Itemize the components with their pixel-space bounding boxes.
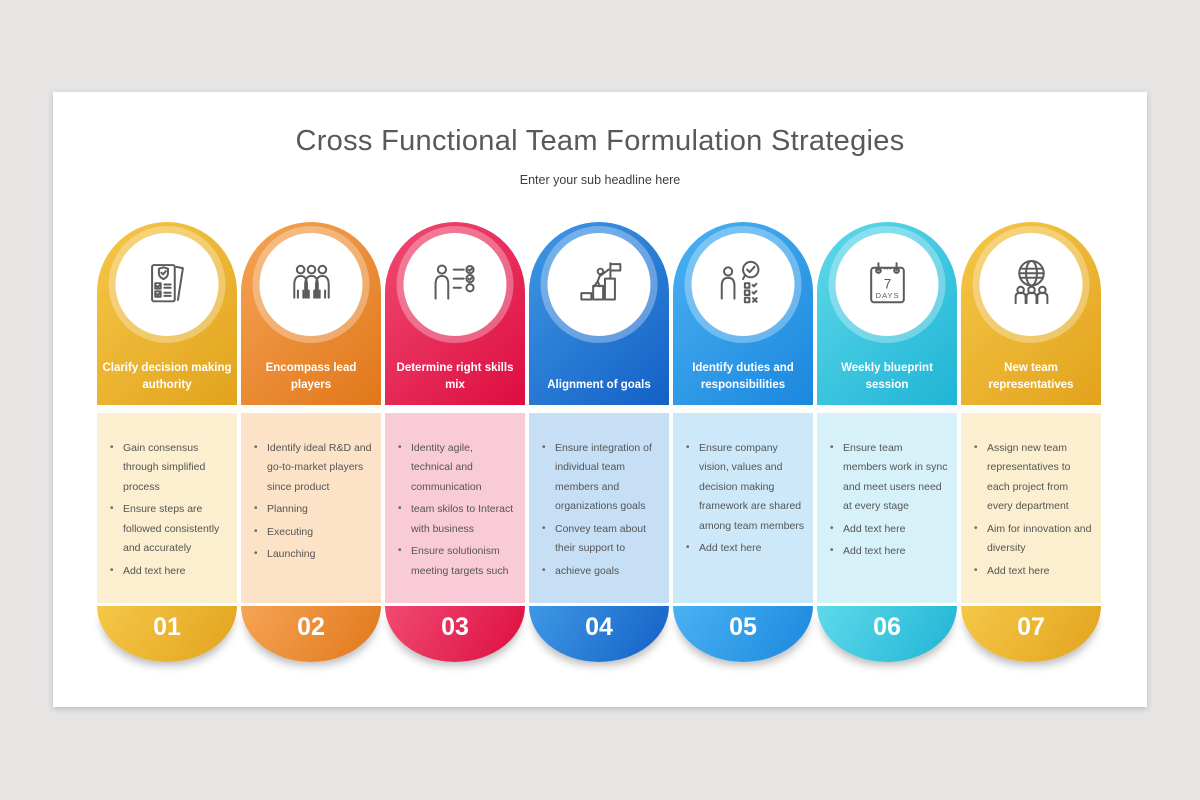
strategy-column: Identify duties and responsibilities Ens… [673, 222, 813, 662]
bullet-item: Add text here [683, 539, 805, 558]
column-number: 07 [961, 606, 1101, 662]
icon-circle [403, 233, 507, 336]
column-title: New team representatives [988, 361, 1074, 391]
icon-circle [979, 233, 1083, 336]
icon-circle [259, 233, 363, 336]
column-body: Gain consensus through simplified proces… [97, 413, 237, 603]
slide-title: Cross Functional Team Formulation Strate… [295, 125, 905, 157]
svg-text:DAYS: DAYS [875, 291, 899, 300]
bullet-item: Executing [251, 523, 373, 542]
bullet-item: Aim for innovation and diversity [971, 520, 1093, 559]
bullet-item: Ensure company vision, values and decisi… [683, 439, 805, 536]
duties-checklist-icon [720, 260, 759, 303]
presentation-slide: Cross Functional Team Formulation Strate… [53, 92, 1147, 707]
bullet-item: Launching [251, 545, 373, 564]
bullet-item: achieve goals [539, 562, 661, 581]
column-header: Alignment of goals [529, 222, 669, 405]
column-header: Determine right skills mix [385, 222, 525, 405]
column-header: Identify duties and responsibilities [673, 222, 813, 405]
slide-subtitle: Enter your sub headline here [519, 173, 681, 187]
bullet-item: Add text here [107, 562, 229, 581]
column-title: Weekly blueprint session [841, 361, 933, 391]
column-number: 04 [529, 606, 669, 662]
bullet-item: Add text here [827, 520, 949, 539]
svg-text:7: 7 [883, 276, 891, 291]
icon-circle [547, 233, 651, 336]
icon-circle [115, 233, 219, 336]
strategy-column: New team representatives Assign new team… [961, 222, 1101, 662]
bullet-item: Assign new team representatives to each … [971, 439, 1093, 517]
column-title: Identify duties and responsibilities [692, 361, 794, 391]
column-number: 06 [817, 606, 957, 662]
column-body: Ensure team members work in sync and mee… [817, 413, 957, 603]
bullet-list: Ensure integration of individual team me… [529, 413, 669, 581]
bullet-list: Identify ideal R&D and go-to-market play… [241, 413, 381, 565]
strategy-column: Clarify decision making authority Gain c… [97, 222, 237, 662]
checklist-shield-icon [150, 263, 184, 302]
column-number: 01 [97, 606, 237, 662]
strategy-column: 7 DAYS Weekly blueprint session Ensure t… [817, 222, 957, 662]
bullet-list: Assign new team representatives to each … [961, 413, 1101, 581]
column-number: 02 [241, 606, 381, 662]
bullet-item: Ensure team members work in sync and mee… [827, 439, 949, 517]
bullet-item: Identify ideal R&D and go-to-market play… [251, 439, 373, 497]
bullet-list: Gain consensus through simplified proces… [97, 413, 237, 581]
bullet-item: Gain consensus through simplified proces… [107, 439, 229, 497]
column-body: Assign new team representatives to each … [961, 413, 1101, 603]
strategy-column: Determine right skills mix Identity agil… [385, 222, 525, 662]
column-header: 7 DAYS Weekly blueprint session [817, 222, 957, 405]
bullet-item: team skilos to Interact with business [395, 500, 517, 539]
column-body: Ensure integration of individual team me… [529, 413, 669, 603]
column-body: Identity agile, technical and communicat… [385, 413, 525, 603]
globe-team-icon [1014, 259, 1048, 304]
column-title: Alignment of goals [547, 378, 651, 391]
strategy-column: Alignment of goals Ensure integration of… [529, 222, 669, 662]
column-header: Clarify decision making authority [97, 222, 237, 405]
bullet-item: Ensure integration of individual team me… [539, 439, 661, 517]
column-title: Clarify decision making authority [102, 361, 232, 391]
column-title: Determine right skills mix [396, 361, 514, 391]
column-header: Encompass lead players [241, 222, 381, 405]
column-title: Encompass lead players [265, 361, 357, 391]
column-body: Ensure company vision, values and decisi… [673, 413, 813, 603]
bullet-item: Add text here [971, 562, 1093, 581]
calendar-7days-icon: 7 DAYS [869, 261, 905, 303]
strategy-column: Encompass lead players Identify ideal R&… [241, 222, 381, 662]
column-number: 05 [673, 606, 813, 662]
bullet-item: Add text here [827, 542, 949, 561]
icon-circle [691, 233, 795, 336]
goal-climb-flag-icon [579, 261, 621, 300]
columns: Clarify decision making authority Gain c… [97, 222, 1101, 662]
column-number: 03 [385, 606, 525, 662]
bullet-item: Ensure solutionism meeting targets such [395, 542, 517, 581]
skills-checklist-icon [434, 264, 475, 300]
team-group-icon [292, 264, 330, 299]
bullet-item: Planning [251, 500, 373, 519]
bullet-list: Ensure team members work in sync and mee… [817, 413, 957, 562]
bullet-item: Identity agile, technical and communicat… [395, 439, 517, 497]
bullet-list: Identity agile, technical and communicat… [385, 413, 525, 581]
bullet-item: Convey team about their support to [539, 520, 661, 559]
column-header: New team representatives [961, 222, 1101, 405]
bullet-list: Ensure company vision, values and decisi… [673, 413, 813, 559]
column-body: Identify ideal R&D and go-to-market play… [241, 413, 381, 603]
icon-circle: 7 DAYS [835, 233, 939, 336]
bullet-item: Ensure steps are followed consistently a… [107, 500, 229, 558]
